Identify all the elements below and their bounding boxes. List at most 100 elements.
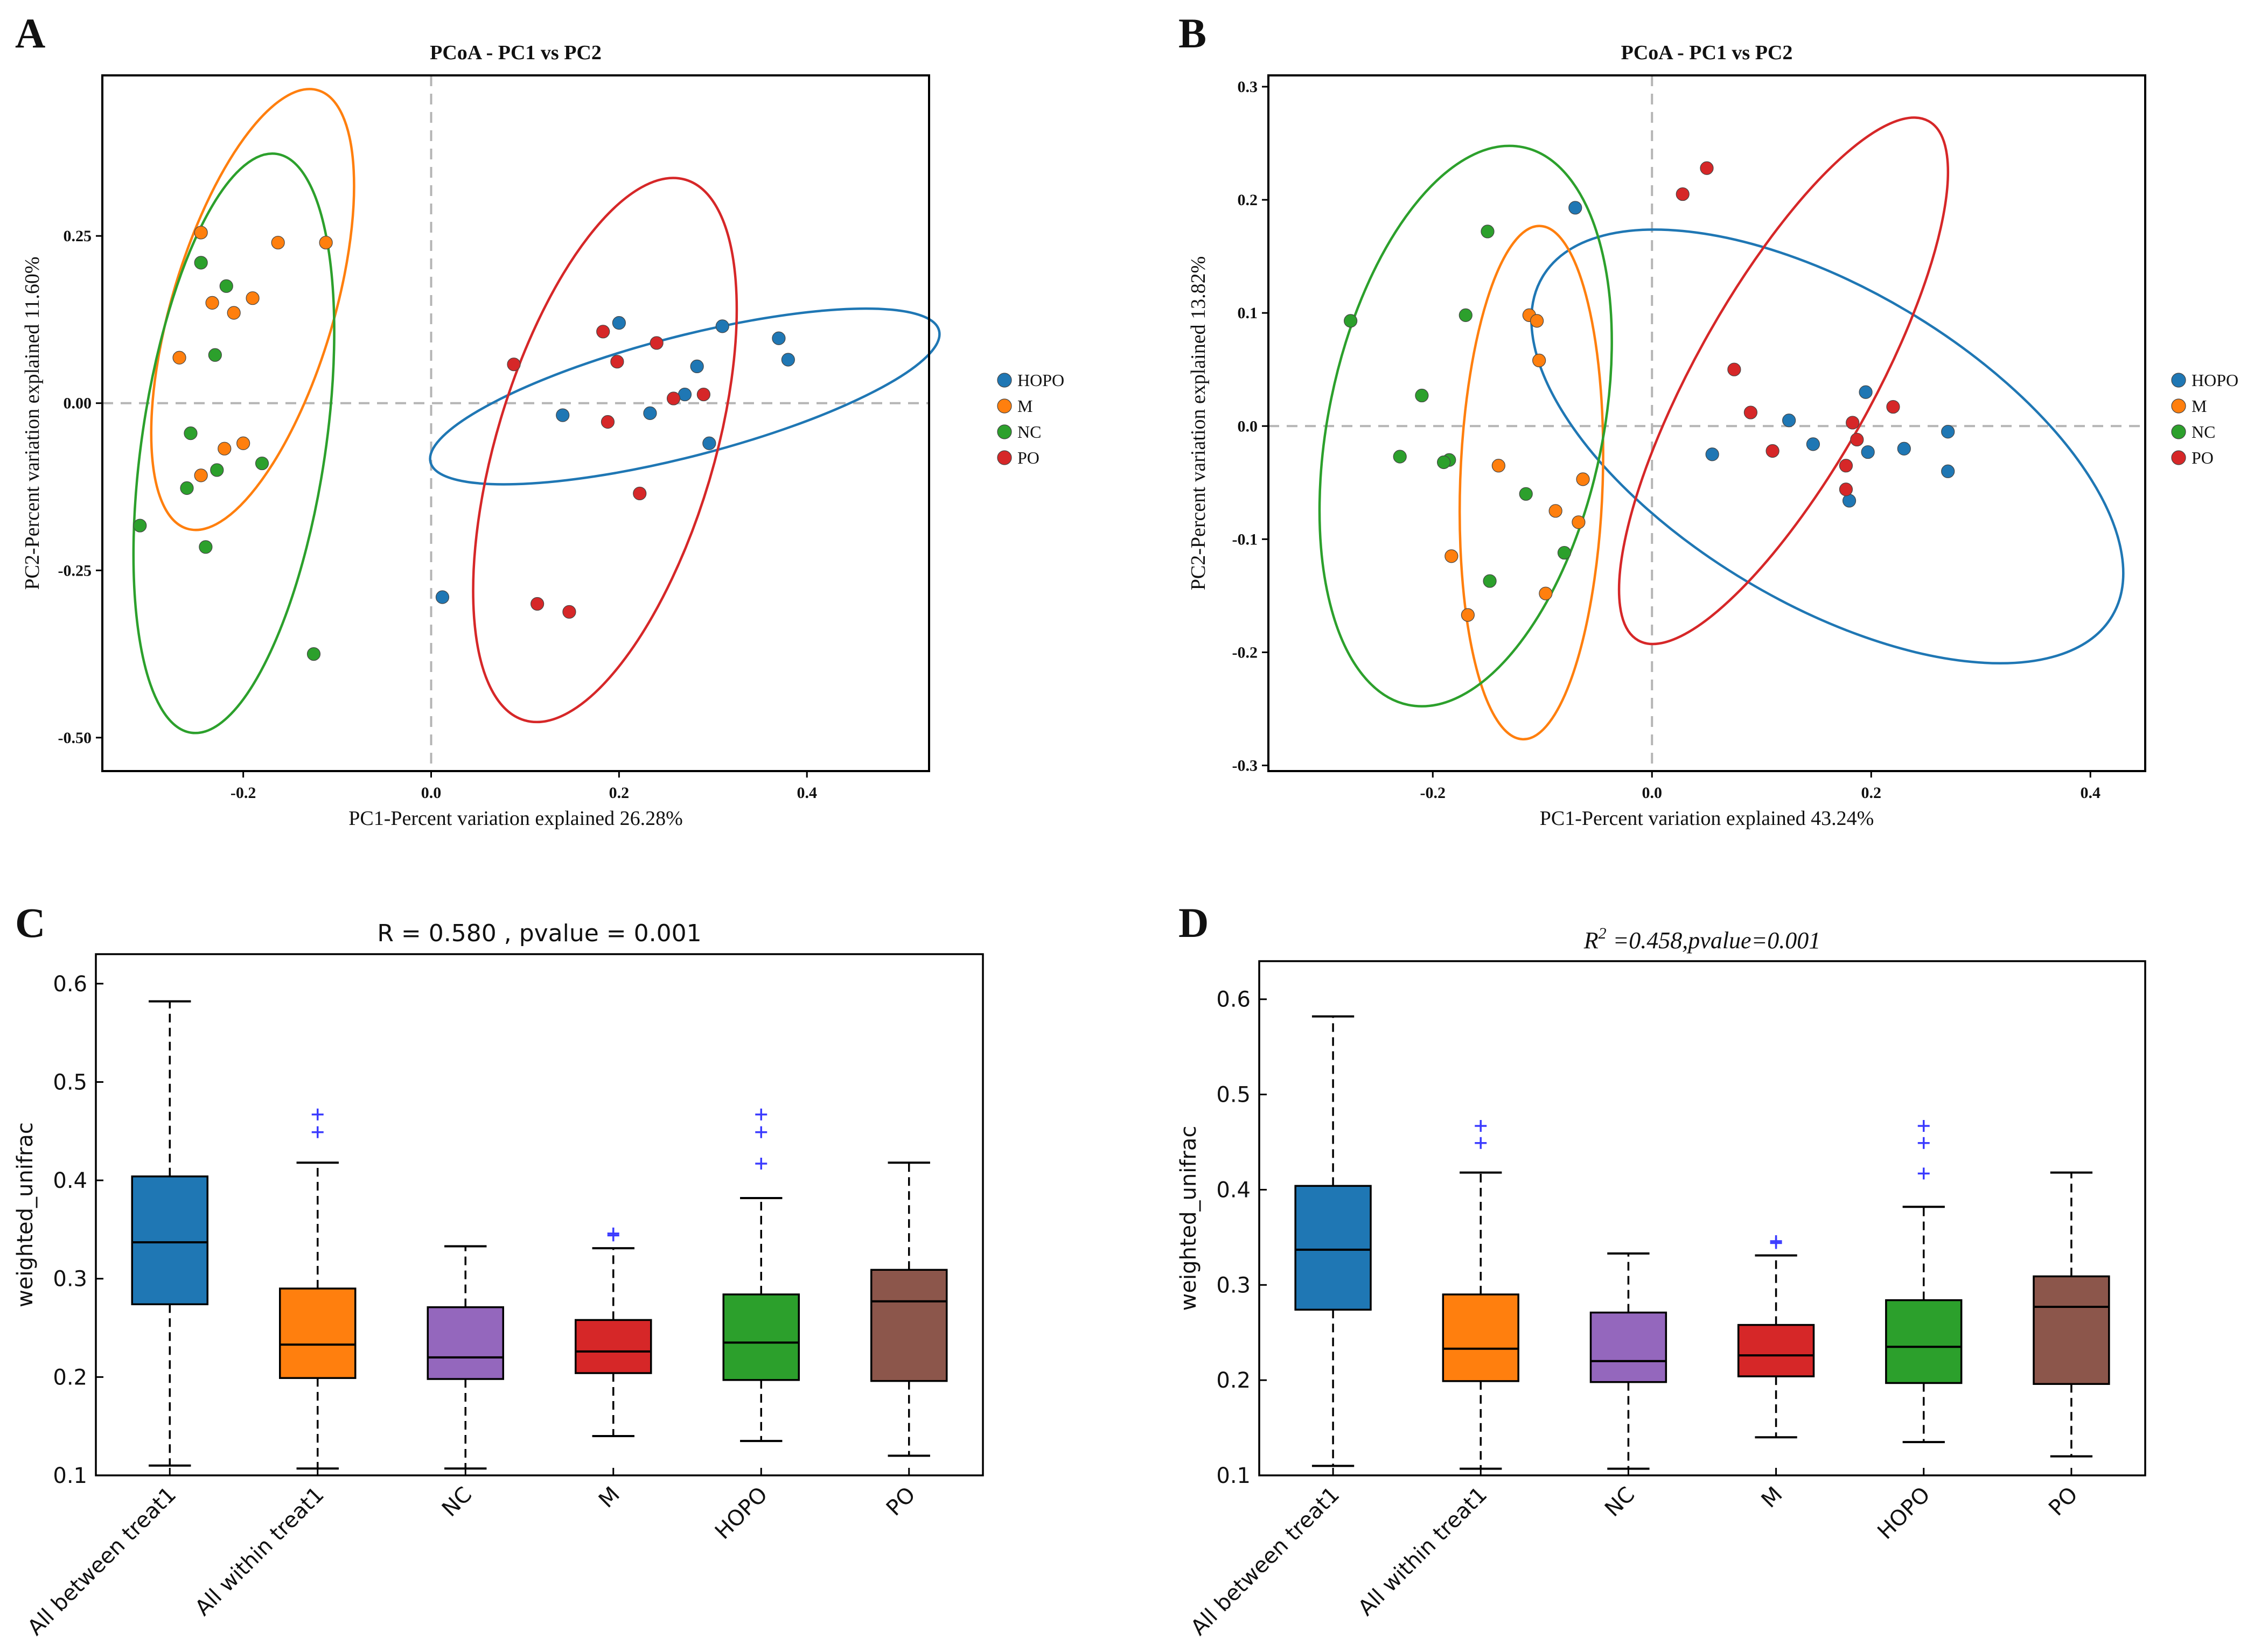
- point-po: [666, 391, 681, 405]
- box-5: [870, 1269, 948, 1382]
- box-3: [575, 1319, 652, 1374]
- point-hopo: [556, 408, 570, 422]
- title-exponent: 2: [1599, 925, 1607, 942]
- category-label: PO: [2044, 1482, 2083, 1521]
- point-nc: [1459, 308, 1473, 322]
- outlier-marker: [755, 1108, 767, 1121]
- legend-label-nc: NC: [1017, 422, 1041, 442]
- y-tick-label: 0.6: [53, 972, 87, 997]
- point-m: [1576, 472, 1590, 486]
- box-1: [1442, 1293, 1519, 1382]
- point-m: [1539, 586, 1553, 600]
- point-hopo: [1806, 437, 1820, 451]
- plot-frame: [1258, 960, 2146, 1476]
- title-text: =0.458,pvalue=0.001: [1613, 927, 1821, 954]
- point-po: [1839, 482, 1853, 496]
- point-nc: [1393, 450, 1407, 464]
- point-po: [601, 415, 615, 429]
- point-po: [1676, 187, 1690, 201]
- box-4: [1885, 1299, 1963, 1384]
- point-m: [1491, 459, 1505, 473]
- y-tick-label: -0.3: [1232, 757, 1258, 774]
- y-tick-label: 0.3: [53, 1267, 87, 1292]
- point-m: [227, 306, 241, 320]
- point-po: [1886, 400, 1900, 414]
- point-m: [236, 436, 250, 450]
- point-nc: [255, 456, 269, 471]
- point-m: [271, 235, 285, 250]
- y-tick-label: 0.3: [1216, 1273, 1251, 1298]
- point-hopo: [1861, 445, 1875, 459]
- point-m: [1461, 608, 1475, 622]
- category-label: NC: [1600, 1482, 1639, 1522]
- ellipse-po: [472, 177, 738, 724]
- point-hopo: [435, 590, 450, 604]
- legend-label-hopo: HOPO: [1017, 370, 1064, 390]
- y-tick-label: 0.00: [64, 395, 92, 412]
- point-nc: [210, 463, 224, 477]
- point-hopo: [1941, 464, 1955, 478]
- outlier-marker: [1917, 1137, 1930, 1149]
- point-m: [1572, 515, 1586, 529]
- ellipse-hopo: [429, 307, 941, 486]
- panel-letter-d: D: [1178, 899, 1209, 946]
- y-tick-label: 0.2: [1216, 1368, 1251, 1393]
- x-axis-label: PC1-Percent variation explained 43.24%: [1540, 807, 1874, 830]
- x-axis-label: PC1-Percent variation explained 26.28%: [348, 807, 683, 830]
- legend-marker-po: [997, 450, 1012, 465]
- outlier-marker: [755, 1158, 767, 1170]
- category-label: All within treat1: [1353, 1482, 1492, 1621]
- ellipse-m: [1458, 225, 1604, 741]
- x-tick-label: 0.4: [797, 784, 817, 802]
- point-nc: [1344, 314, 1358, 328]
- legend-marker-nc: [997, 424, 1012, 439]
- point-hopo: [690, 359, 704, 374]
- point-po: [1846, 416, 1860, 430]
- y-tick-label: 0.5: [1216, 1083, 1251, 1108]
- point-hopo: [781, 353, 795, 367]
- point-nc: [306, 647, 321, 661]
- x-tick-label: 0.0: [421, 784, 442, 802]
- y-tick-label: 0.1: [1238, 304, 1258, 322]
- point-m: [246, 291, 260, 305]
- point-po: [1743, 405, 1757, 419]
- point-nc: [199, 540, 213, 554]
- y-axis-label: PC2-Percent variation explained 13.82%: [1187, 256, 1210, 591]
- point-m: [205, 296, 219, 310]
- y-tick-label: 0.2: [1238, 191, 1258, 209]
- legend-label-po: PO: [1017, 448, 1039, 467]
- point-po: [1839, 459, 1853, 473]
- outlier-marker: [1770, 1235, 1782, 1247]
- point-hopo: [1897, 442, 1911, 456]
- point-nc: [1437, 455, 1451, 470]
- point-m: [1444, 549, 1459, 563]
- panel-letter-a: A: [15, 10, 45, 57]
- chart-title: PCoA - PC1 vs PC2: [430, 41, 602, 64]
- y-tick-label: 0.1: [53, 1464, 87, 1488]
- box-2: [1589, 1311, 1667, 1383]
- y-axis-label: weighted_unifrac: [1176, 1126, 1201, 1311]
- x-tick-label: -0.2: [231, 784, 256, 802]
- outlier-marker: [1475, 1119, 1487, 1132]
- y-axis-label: weighted_unifrac: [13, 1122, 38, 1307]
- point-po: [562, 605, 576, 619]
- legend-marker-nc: [2171, 424, 2186, 439]
- point-hopo: [702, 436, 716, 450]
- point-m: [194, 226, 208, 240]
- plot-frame: [95, 953, 984, 1476]
- outlier-marker: [1917, 1119, 1930, 1132]
- point-m: [218, 442, 232, 456]
- chart-title: R = 0.580 , pvalue = 0.001: [377, 920, 701, 947]
- legend-label-po: PO: [2192, 448, 2214, 467]
- point-hopo: [1705, 447, 1719, 461]
- legend-label-m: M: [1017, 396, 1032, 416]
- y-tick-label: 0.0: [1238, 417, 1258, 435]
- y-tick-label: 0.3: [1238, 78, 1258, 96]
- point-nc: [1481, 225, 1495, 239]
- y-tick-label: -0.50: [58, 729, 92, 747]
- category-label: All between treat1: [23, 1482, 182, 1641]
- point-hopo: [1782, 414, 1796, 428]
- ellipse-hopo: [1530, 228, 2125, 664]
- point-hopo: [772, 331, 786, 345]
